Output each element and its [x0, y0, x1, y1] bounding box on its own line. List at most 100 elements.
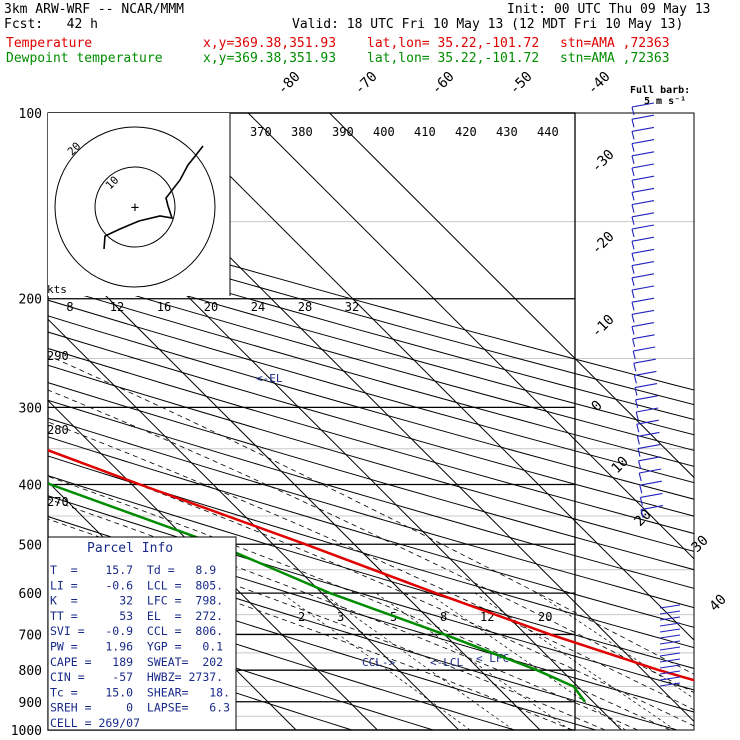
pressure-label: 900	[19, 696, 42, 711]
isotherm-label: -70	[352, 69, 381, 98]
dry-adiabat	[48, 399, 694, 589]
isotherm-label: -30	[589, 147, 618, 176]
wind-barb	[659, 634, 681, 639]
wind-barb	[631, 114, 655, 128]
wind-barb	[631, 200, 655, 213]
theta-e-label: 410	[414, 125, 436, 139]
pressure-label: 300	[19, 401, 42, 416]
wind-barb	[631, 285, 655, 299]
parcel-row: SREH = 0 LAPSE= 6.3	[50, 701, 230, 715]
isotherm-line	[48, 399, 378, 730]
wind-barb	[636, 419, 659, 433]
mixing-ratio-label: 2	[298, 610, 305, 624]
wind-barb	[659, 604, 681, 609]
dewpoint-xy: x,y=369.38,351.93	[203, 51, 337, 66]
wind-barb	[631, 248, 655, 262]
isotherm-label: -60	[429, 69, 458, 98]
parcel-row: CIN = -57 HWBZ= 2737.	[50, 670, 223, 684]
parcel-row: T = 15.7 Td = 8.9	[50, 563, 216, 577]
dewpoint-latlon: lat,lon= 35.22,-101.72	[367, 51, 540, 66]
mixing-ratio-label: 20	[538, 610, 552, 624]
isotherm-label: -10	[589, 312, 618, 341]
wind-barb	[639, 480, 662, 494]
dry-adiabat	[48, 475, 694, 669]
wind-barb	[659, 616, 681, 621]
forecast-hour: Fcst: 42 h	[4, 17, 98, 32]
pressure-label: 700	[19, 628, 42, 643]
hodo-speed-label: 24	[251, 300, 265, 314]
plot-border	[47, 112, 576, 731]
wind-barb	[631, 236, 655, 250]
dry-adiabat	[48, 417, 694, 609]
hodo-ring-inner	[94, 166, 176, 248]
parcel-info-box: Parcel Info T = 15.7 Td = 8.9LI = -0.6 LC…	[47, 536, 237, 731]
mixing-ratio-line	[427, 592, 626, 730]
dry-adiabat	[48, 436, 694, 628]
wind-barb	[631, 261, 655, 274]
valid-time: Valid: 18 UTC Fri 10 May 13 (12 MDT Fri …	[292, 17, 684, 32]
parcel-row: TT = 53 EL = 272.	[50, 609, 223, 623]
dry-adiabat	[48, 239, 694, 421]
wind-barb	[659, 664, 681, 669]
parcel-title: Parcel Info	[87, 541, 173, 556]
theta-e-label: 370	[250, 125, 272, 139]
moist-adiabat	[48, 498, 638, 730]
wind-barb	[637, 444, 661, 457]
parcel-row: CELL = 269/07	[50, 716, 140, 730]
wind-barb	[659, 628, 681, 633]
dewpoint-profile	[48, 482, 586, 703]
wind-barb	[640, 505, 664, 518]
hodograph-trace	[103, 145, 204, 250]
wind-column-border	[575, 112, 695, 731]
dry-adiabat	[48, 495, 694, 691]
isotherm-label: 10	[609, 454, 632, 477]
dry-adiabat	[48, 299, 694, 484]
level-marker: CCL->	[362, 656, 395, 669]
isotherm-label: 0	[589, 398, 606, 415]
isotherm-label: -40	[585, 69, 614, 98]
wind-barb	[631, 151, 655, 164]
parcel-row: CAPE = 189 SWEAT= 202	[50, 655, 223, 669]
wind-barb	[631, 126, 655, 140]
pressure-label: 100	[19, 107, 42, 122]
hodo-ring-outer	[54, 126, 216, 288]
dry-adiabat	[48, 582, 517, 730]
theta-e-label: 380	[291, 125, 313, 139]
dry-adiabat	[48, 315, 694, 500]
theta-label: 270	[47, 495, 69, 509]
dry-adiabat	[48, 455, 694, 649]
wind-barb	[631, 175, 655, 189]
wind-barb	[659, 670, 681, 675]
temperature-latlon: lat,lon= 35.22,-101.72	[367, 36, 540, 51]
wind-barb	[659, 676, 681, 681]
temperature-station: stn=AMA ,72363	[560, 36, 670, 51]
isotherm-line	[166, 113, 694, 641]
level-marker: <-EL	[256, 372, 283, 385]
wind-barb	[636, 431, 660, 445]
model-title: 3km ARW-WRF -- NCAR/MMM	[4, 2, 185, 17]
mixing-ratio-line	[536, 592, 694, 699]
hodo-speed-label: 32	[345, 300, 359, 314]
moist-adiabat	[48, 475, 671, 730]
theta-e-label: 420	[455, 125, 477, 139]
hodo-speed-label: 8	[66, 300, 73, 314]
pressure-label: 600	[19, 587, 42, 602]
isotherm-label: 20	[632, 507, 655, 530]
wind-barb	[631, 212, 655, 225]
dry-adiabat	[48, 364, 694, 552]
wind-barb	[633, 358, 656, 372]
theta-e-label: 430	[496, 125, 518, 139]
moist-adiabat	[48, 355, 694, 675]
temperature-legend-label: Temperature	[6, 36, 93, 51]
theta-e-label: 390	[332, 125, 354, 139]
hodograph-panel	[48, 113, 230, 296]
hodo-center-mark: +	[131, 200, 139, 216]
wind-barb	[659, 658, 681, 663]
pressure-label: 400	[19, 478, 42, 493]
isotherm-label: -50	[507, 69, 536, 98]
wind-barb	[659, 610, 681, 615]
dry-adiabat	[48, 605, 435, 730]
dry-adiabat	[48, 284, 694, 467]
init-time: Init: 00 UTC Thu 09 May 13	[507, 2, 711, 17]
isotherm-label: 40	[707, 592, 730, 615]
